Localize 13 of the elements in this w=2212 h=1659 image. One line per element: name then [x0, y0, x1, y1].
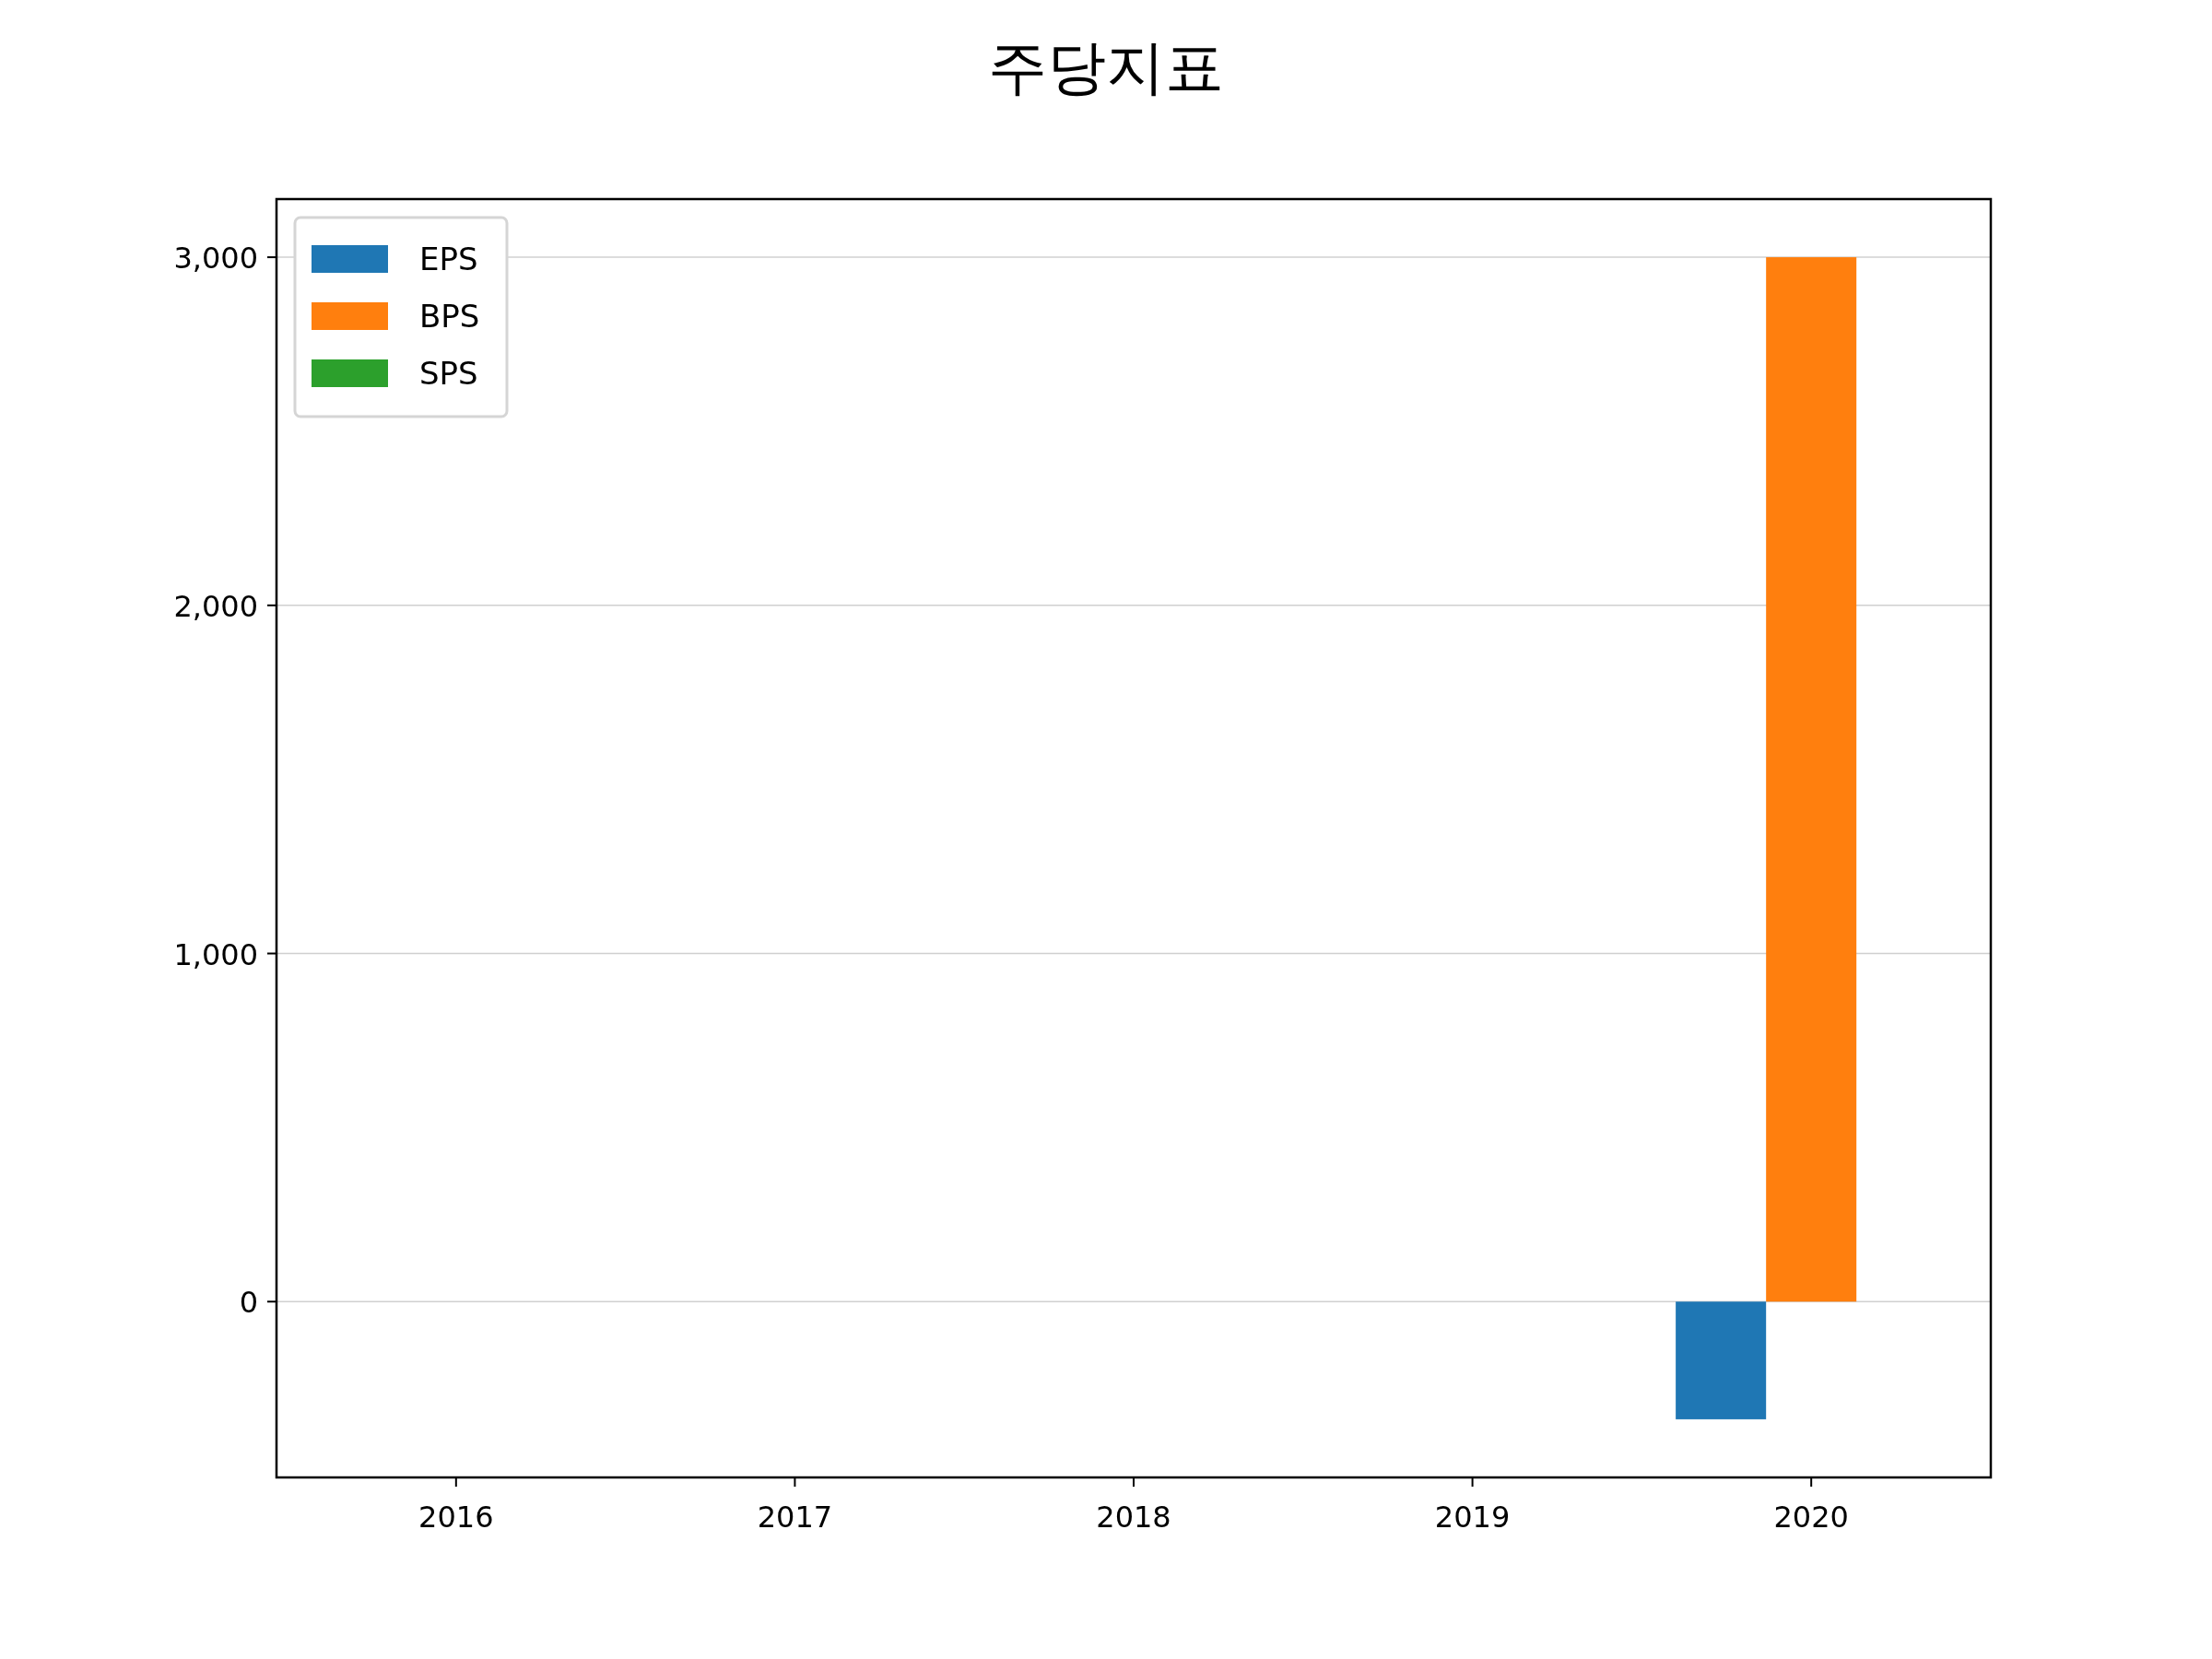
y-tick-label: 3,000 [173, 241, 258, 276]
x-tick-label: 2019 [1434, 1500, 1511, 1535]
y-tick-label: 0 [239, 1285, 258, 1321]
x-tick-label: 2016 [418, 1500, 494, 1535]
legend-label: SPS [419, 355, 478, 392]
chart-title: 주당지표 [988, 33, 1224, 101]
y-tick-label: 2,000 [173, 588, 258, 624]
y-tick-label: 1,000 [173, 936, 258, 972]
x-tick-label: 2020 [1773, 1500, 1849, 1535]
x-tick-label: 2018 [1096, 1500, 1171, 1535]
legend-label: EPS [419, 241, 478, 277]
legend-label: BPS [419, 298, 480, 335]
x-tick-label: 2017 [757, 1500, 833, 1535]
